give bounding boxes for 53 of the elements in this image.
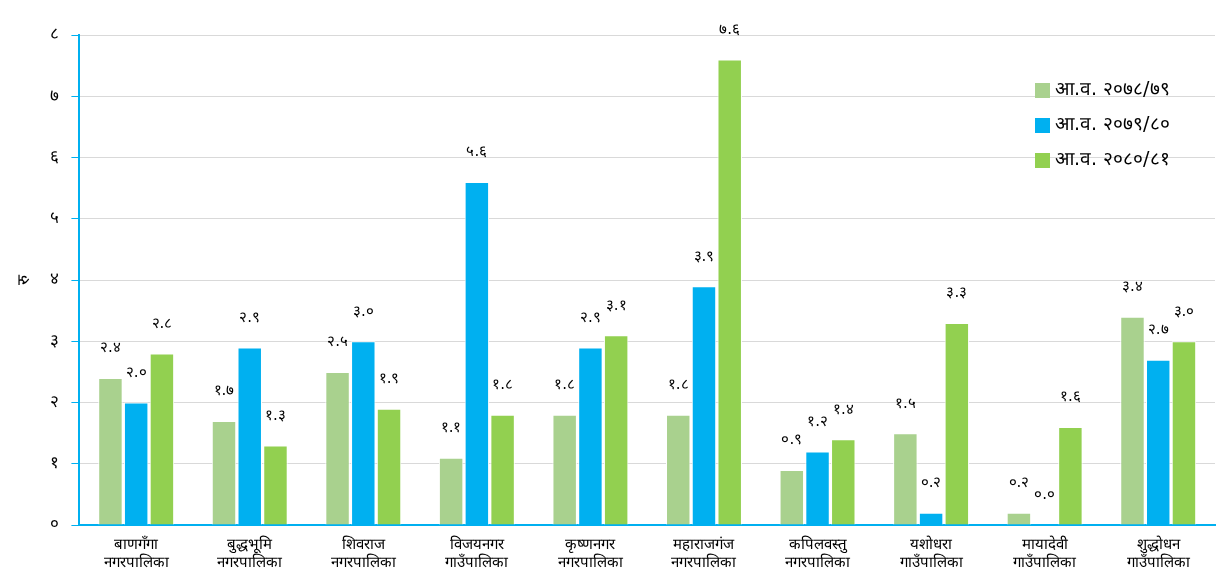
- y-axis-title: रु: [12, 274, 33, 285]
- x-tick-label: विजयनगर गाउँपालिका: [445, 534, 510, 571]
- data-label: १.५: [894, 393, 916, 412]
- data-label: २.०: [125, 362, 147, 381]
- data-label: २.४: [100, 338, 121, 357]
- data-label: ०.०: [1034, 485, 1056, 504]
- data-label: १.८: [667, 375, 689, 394]
- y-tick-label: १: [50, 452, 60, 473]
- x-tick-label: महाराजगंज नगरपालिका: [671, 534, 738, 571]
- x-tick-label: शुद्धोधन गाउँपालिका: [1126, 534, 1191, 571]
- data-label: ३.०: [352, 301, 374, 320]
- data-label: १.४: [832, 399, 854, 418]
- data-label: २.७: [1147, 320, 1169, 339]
- data-label: १.९: [378, 369, 400, 388]
- x-tick-label: कपिलवस्तु नगरपालिका: [785, 534, 852, 571]
- data-label: ३.३: [946, 283, 968, 302]
- data-label: १.७: [213, 381, 235, 400]
- data-label: २.९: [580, 307, 601, 326]
- y-tick-label: ०: [50, 513, 60, 534]
- x-tick-label: मायादेवी गाउँपालिका: [1013, 534, 1078, 571]
- legend-label: आ.व. २०८०/८१: [1055, 146, 1170, 169]
- y-tick-label: ४: [50, 268, 60, 289]
- data-label: ३.०: [1173, 301, 1195, 320]
- x-tick-label: कृष्णनगर नगरपालिका: [557, 534, 624, 571]
- data-label: २.८: [151, 313, 173, 332]
- y-tick-label: ३: [50, 329, 60, 350]
- y-tick-label: ७: [50, 84, 60, 105]
- y-tick-label: २: [50, 390, 60, 411]
- data-label: ०.२: [1008, 473, 1030, 492]
- data-label: १.८: [492, 375, 513, 394]
- x-tick-label: बाणगँगा नगरपालिका: [103, 534, 170, 571]
- data-label: १.१: [440, 418, 462, 437]
- data-label: १.८: [554, 375, 576, 394]
- data-label: १.६: [1060, 387, 1081, 406]
- data-label: ०.२: [920, 473, 942, 492]
- data-label: ७.६: [719, 19, 741, 38]
- data-label: १.२: [807, 411, 828, 430]
- data-label: ३.४: [1122, 277, 1143, 296]
- x-tick-label: बुद्धभूमि नगरपालिका: [217, 534, 284, 571]
- data-label: ०.९: [781, 430, 803, 449]
- y-tick-label: ५: [50, 207, 60, 228]
- x-tick-label: यशोधरा गाउँपालिका: [899, 534, 964, 571]
- y-tick-label: ८: [50, 23, 60, 44]
- data-label: ३.१: [605, 295, 627, 314]
- data-label: ३.९: [693, 246, 715, 265]
- y-tick-label: ६: [50, 145, 60, 166]
- data-label: २.९: [239, 307, 261, 326]
- data-label: २.५: [327, 332, 348, 351]
- legend-label: आ.व. २०७९/८०: [1055, 111, 1170, 134]
- legend-label: आ.व. २०७८/७९: [1055, 76, 1170, 99]
- data-label: १.३: [265, 405, 286, 424]
- x-tick-label: शिवराज नगरपालिका: [330, 534, 397, 571]
- data-label: ५.६: [466, 142, 488, 161]
